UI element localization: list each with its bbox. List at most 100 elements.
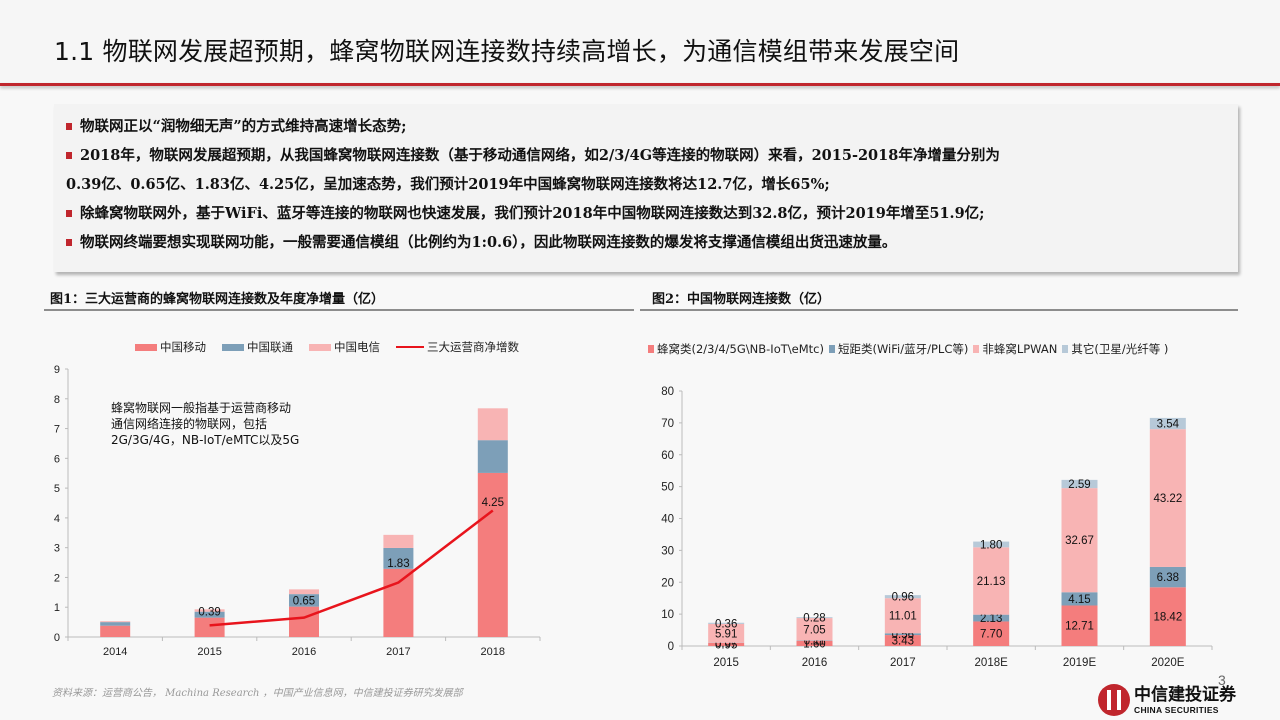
bar-segment: [884, 595, 921, 599]
legend-item: 中国联通: [222, 339, 293, 355]
figure-1-chart: 0 1 2 3 4 5 6 7 8 9 2014 2015 0.39 2016 0.65 2017 1.83 20…: [54, 364, 541, 658]
bar-segment: [289, 606, 319, 637]
annotation-line: 2G/3G/4G，NB-IoT/eMTC以及5G: [111, 433, 300, 447]
bar-segment: [796, 617, 833, 619]
bullet-square-icon: [66, 210, 72, 217]
figure-2-title: 图2：中国物联网连接数（亿）: [652, 292, 831, 307]
bullet-item: 2018年，物联网发展超预期，从我国蜂窝物联网连接数（基于移动通信网络，如2/3…: [64, 141, 1228, 199]
svg-text:0: 0: [668, 641, 674, 653]
source-note: 资料来源：运营商公告， Machina Research ，中国产业信息网，中信…: [52, 688, 463, 699]
bar-segment: [100, 621, 131, 623]
bar-segment: [1149, 417, 1186, 430]
svg-text:1.60: 1.60: [803, 638, 825, 650]
logo-en-text: CHINA SECURITIES: [1134, 704, 1219, 715]
figure-1-divider: [44, 309, 634, 311]
legend-item: 中国移动: [135, 339, 206, 355]
legend-label: 中国联通: [247, 340, 293, 354]
annotation-line: 通信网络连接的物联网，包括: [111, 417, 268, 431]
svg-text:40: 40: [661, 514, 674, 526]
legend-label: 中国电信: [334, 340, 380, 354]
svg-text:12.71: 12.71: [1065, 621, 1094, 633]
figure-1-legend: 中国移动 中国联通 中国电信 三大运营商净增数: [135, 339, 535, 355]
bullet-item: 物联网正以“润物细无声”的方式维持高速增长态势;: [64, 112, 1228, 141]
bar-segment: [884, 633, 921, 636]
svg-text:4.25: 4.25: [482, 497, 504, 509]
svg-text:5: 5: [54, 483, 60, 495]
bar-segment: [383, 568, 414, 637]
bar-segment: [194, 609, 225, 612]
legend-swatch-icon: [222, 343, 244, 351]
svg-text:43.22: 43.22: [1153, 493, 1182, 505]
svg-text:6: 6: [54, 453, 60, 465]
bar-segment: [100, 622, 131, 626]
svg-text:2015: 2015: [713, 657, 739, 669]
bullet-item: 除蜂窝物联网外，基于WiFi、蓝牙等连接的物联网也快速发展，我们预计2018年中…: [64, 199, 1228, 228]
svg-text:10: 10: [661, 609, 674, 621]
bar-segment: [194, 617, 225, 637]
figure-2-legend: 蜂窝类(2/3/4/5G\NB-IoT\eMtc) 短距类(WiFi/蓝牙/PLC…: [648, 341, 1173, 357]
svg-text:7.05: 7.05: [803, 624, 825, 636]
company-logo: 中信建投证券 CHINA SECURITIES: [1098, 684, 1236, 716]
bar-segment: [477, 472, 508, 637]
svg-text:1: 1: [54, 602, 60, 614]
bar-segment: [1061, 605, 1098, 646]
bullet-text: 除蜂窝物联网外，基于WiFi、蓝牙等连接的物联网也快速发展，我们预计2018年中…: [80, 205, 985, 222]
bar-segment: [383, 534, 414, 548]
page-number: 3: [1218, 672, 1226, 688]
svg-text:1.80: 1.80: [980, 539, 1002, 551]
legend-swatch-icon: [828, 345, 835, 353]
bar-segment: [884, 635, 921, 646]
svg-text:70: 70: [661, 418, 674, 430]
svg-text:0.28: 0.28: [803, 613, 825, 625]
svg-text:8: 8: [54, 394, 60, 406]
svg-text:3.54: 3.54: [1157, 419, 1180, 431]
bullet-square-icon: [66, 239, 72, 246]
bullet-square-icon: [66, 123, 72, 130]
figure-1-annotation: 蜂窝物联网一般指基于运营商移动 通信网络连接的物联网，包括 2G/3G/4G，N…: [111, 400, 331, 448]
svg-text:2020E: 2020E: [1151, 657, 1185, 669]
bar-segment: [708, 642, 745, 646]
legend-swatch-icon: [396, 346, 424, 348]
svg-text:60: 60: [661, 450, 674, 462]
figure-1-title: 图1：三大运营商的蜂窝物联网连接数及年度净增量（亿）: [50, 292, 385, 307]
svg-text:2018: 2018: [481, 646, 505, 658]
svg-text:7: 7: [54, 424, 60, 436]
summary-box: 物联网正以“润物细无声”的方式维持高速增长态势; 2018年，物联网发展超预期，…: [54, 104, 1238, 272]
legend-label: 中国移动: [160, 340, 206, 354]
bullet-text-continuation: 0.39亿、0.65亿、1.83亿、4.25亿，呈加速态势，我们预计2019年中…: [66, 176, 830, 193]
bar-segment: [477, 440, 508, 473]
svg-text:4: 4: [54, 513, 60, 525]
bullet-text: 物联网正以“润物细无声”的方式维持高速增长态势;: [80, 118, 407, 135]
legend-swatch-icon: [1062, 345, 1069, 353]
bar-segment: [100, 625, 131, 637]
figure-2-chart: 010203040506070800.950.075.910.3620151.6…: [661, 386, 1213, 669]
svg-text:2017: 2017: [386, 646, 410, 658]
svg-text:2: 2: [54, 572, 60, 584]
bar-segment: [973, 614, 1010, 622]
svg-text:2016: 2016: [802, 657, 828, 669]
svg-text:2016: 2016: [292, 646, 316, 658]
legend-swatch-icon: [648, 345, 654, 353]
legend-item: 中国电信: [309, 339, 380, 355]
bar-segment: [1061, 488, 1098, 593]
svg-text:3.43: 3.43: [892, 636, 914, 648]
legend-label: 其它(卫星/光纤等 ): [1071, 342, 1169, 356]
legend-label: 蜂窝类(2/3/4/5G\NB-IoT\eMtc): [657, 342, 824, 356]
svg-text:1.83: 1.83: [387, 558, 409, 570]
legend-item: 其它(卫星/光纤等 ): [1062, 341, 1168, 357]
legend-item: 三大运营商净增数: [396, 339, 519, 355]
svg-text:2014: 2014: [103, 646, 127, 658]
bar-segment: [383, 547, 414, 569]
page-title: 1.1 物联网发展超预期，蜂窝物联网连接数持续高增长，为通信模组带来发展空间: [54, 37, 960, 66]
bar-segment: [1149, 587, 1186, 646]
svg-text:2015: 2015: [197, 646, 221, 658]
bar-segment: [708, 623, 745, 643]
title-divider: [0, 83, 1280, 86]
bar-segment: [477, 408, 508, 441]
bar-segment: [973, 547, 1010, 615]
svg-text:2019E: 2019E: [1063, 657, 1097, 669]
legend-swatch-icon: [309, 343, 331, 351]
legend-item: 非蜂窝LPWAN: [973, 341, 1057, 357]
svg-text:50: 50: [661, 482, 674, 494]
